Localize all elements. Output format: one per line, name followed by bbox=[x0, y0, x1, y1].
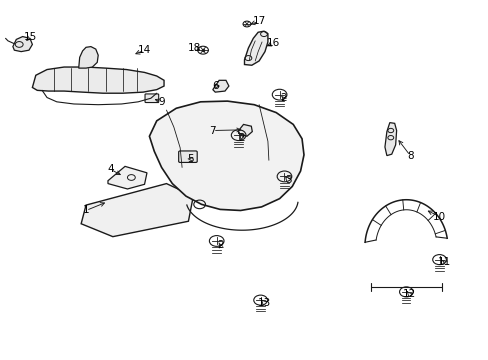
Polygon shape bbox=[244, 31, 267, 65]
Polygon shape bbox=[79, 46, 98, 68]
Text: 5: 5 bbox=[187, 154, 194, 164]
Text: 10: 10 bbox=[432, 212, 445, 221]
Text: 1: 1 bbox=[82, 206, 89, 216]
Text: 3: 3 bbox=[285, 175, 291, 185]
Polygon shape bbox=[238, 125, 252, 136]
Text: 2: 2 bbox=[280, 93, 286, 103]
Polygon shape bbox=[212, 80, 228, 92]
Text: 14: 14 bbox=[138, 45, 151, 55]
Text: 9: 9 bbox=[158, 97, 164, 107]
Text: 2: 2 bbox=[238, 133, 245, 143]
FancyBboxPatch shape bbox=[145, 94, 158, 103]
Text: 8: 8 bbox=[406, 150, 413, 161]
Polygon shape bbox=[108, 166, 147, 189]
Text: 12: 12 bbox=[402, 289, 415, 299]
Text: 7: 7 bbox=[209, 126, 216, 135]
Text: 6: 6 bbox=[211, 81, 218, 91]
Polygon shape bbox=[384, 123, 396, 156]
Text: 16: 16 bbox=[266, 38, 280, 48]
Text: 18: 18 bbox=[188, 43, 201, 53]
Polygon shape bbox=[149, 101, 304, 211]
Text: 4: 4 bbox=[107, 164, 114, 174]
Text: 13: 13 bbox=[257, 298, 270, 308]
Polygon shape bbox=[32, 67, 163, 93]
Text: 11: 11 bbox=[437, 257, 450, 267]
Polygon shape bbox=[13, 37, 32, 51]
FancyBboxPatch shape bbox=[178, 151, 197, 162]
Text: 17: 17 bbox=[252, 17, 265, 27]
Text: 2: 2 bbox=[216, 240, 223, 250]
Text: 15: 15 bbox=[23, 32, 37, 42]
Polygon shape bbox=[81, 184, 193, 237]
